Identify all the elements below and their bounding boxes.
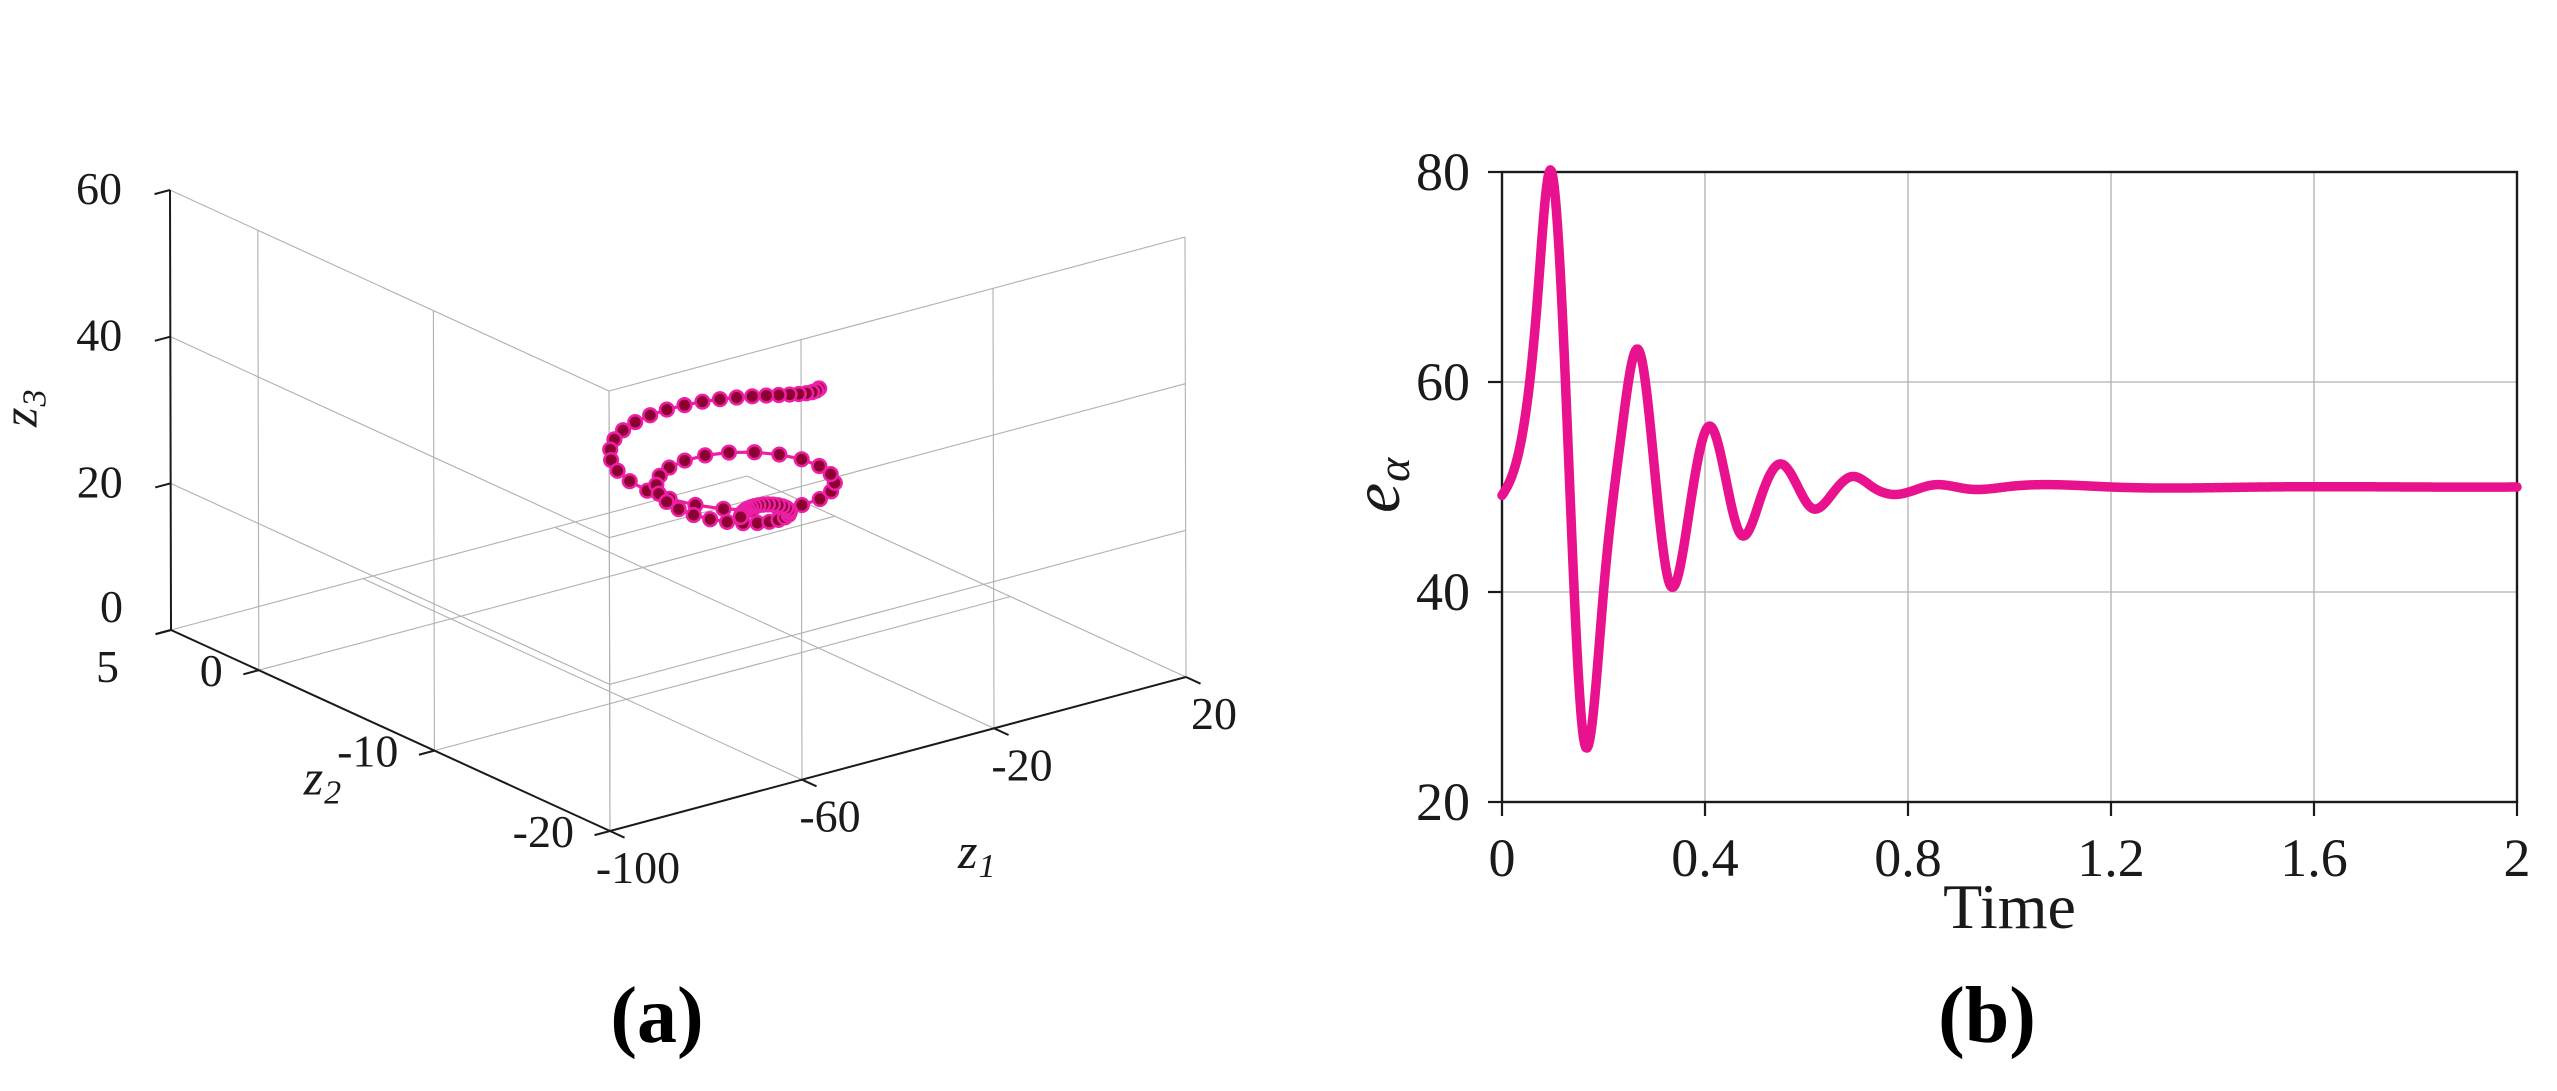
svg-text:Time: Time <box>1943 871 2076 942</box>
svg-text:60: 60 <box>1416 352 1470 412</box>
svg-text:5: 5 <box>96 641 119 692</box>
svg-text:40: 40 <box>76 310 122 361</box>
svg-text:2: 2 <box>2504 828 2531 888</box>
svg-text:1.2: 1.2 <box>2077 828 2145 888</box>
svg-text:1.6: 1.6 <box>2280 828 2348 888</box>
svg-text:0.4: 0.4 <box>1671 828 1739 888</box>
svg-text:60: 60 <box>76 163 122 214</box>
svg-text:(b): (b) <box>1938 972 2036 1060</box>
svg-text:0: 0 <box>100 581 123 632</box>
svg-text:20: 20 <box>1191 688 1237 739</box>
svg-text:-10: -10 <box>337 726 398 777</box>
svg-text:(a): (a) <box>610 972 703 1060</box>
svg-text:-60: -60 <box>799 791 860 842</box>
svg-text:0: 0 <box>1489 828 1516 888</box>
svg-text:40: 40 <box>1416 562 1470 622</box>
svg-text:-20: -20 <box>513 806 574 857</box>
svg-text:20: 20 <box>77 456 123 507</box>
svg-text:0.8: 0.8 <box>1874 828 1942 888</box>
svg-text:20: 20 <box>1416 772 1470 832</box>
svg-text:80: 80 <box>1416 142 1470 202</box>
svg-text:-100: -100 <box>596 842 680 893</box>
svg-text:0: 0 <box>200 645 223 696</box>
svg-text:-20: -20 <box>991 739 1052 790</box>
